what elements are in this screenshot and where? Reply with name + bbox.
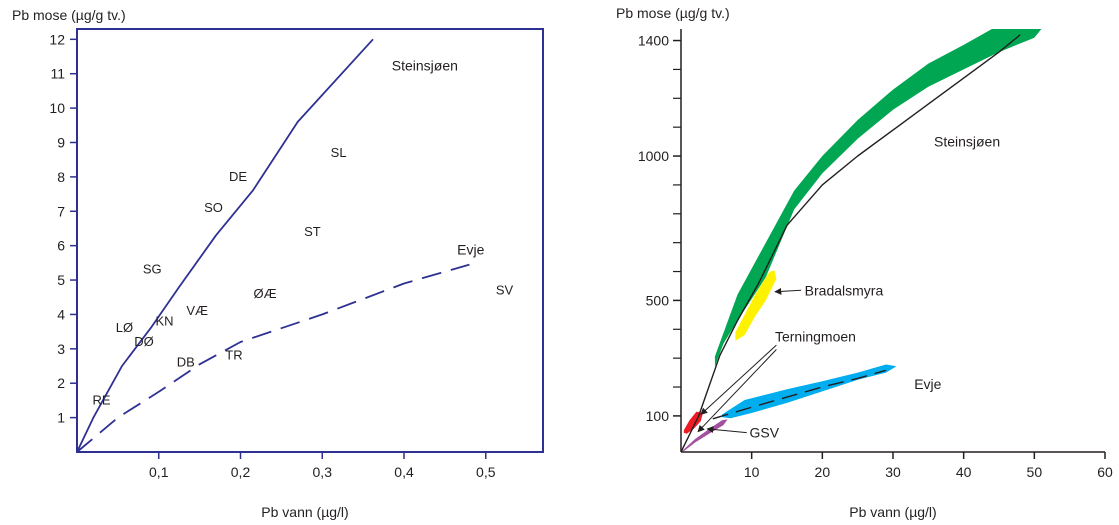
band-steinsjoen xyxy=(714,29,1042,367)
plot-area xyxy=(681,29,1042,452)
x-tick-label: 20 xyxy=(815,464,831,480)
x-tick-label: 0,2 xyxy=(231,464,251,480)
site-label-sg: SG xyxy=(143,262,162,277)
y-tick-label: 1 xyxy=(57,410,65,426)
y-tick-label: 3 xyxy=(57,341,65,357)
x-tick-label: 0,3 xyxy=(313,464,333,480)
area-label-evje: Evje xyxy=(914,376,941,392)
y-tick-label: 12 xyxy=(49,31,65,47)
series-line-steinsjoen xyxy=(681,34,1021,452)
site-label-kn: KN xyxy=(155,313,173,328)
y-tick-label: 11 xyxy=(50,66,65,82)
site-label-oae: ØÆ xyxy=(253,286,276,301)
x-tick-label: 30 xyxy=(885,464,901,480)
site-label-so: SO xyxy=(204,200,223,215)
site-label-lo: LØ xyxy=(116,320,133,335)
plot-frame xyxy=(76,28,544,453)
site-label-db: DB xyxy=(177,355,195,370)
series-line-steinsjoen xyxy=(76,38,374,453)
y-tick-label: 9 xyxy=(57,134,65,150)
x-axis-title: Pb vann (µg/l) xyxy=(849,504,936,520)
series-line-evje xyxy=(712,369,887,420)
x-tick-label: 10 xyxy=(744,464,760,480)
callout-arrow xyxy=(697,349,777,433)
y-axis-title: Pb mose (µg/g tv.) xyxy=(616,5,730,21)
site-label-re: RE xyxy=(92,392,110,407)
x-tick-label: 40 xyxy=(956,464,972,480)
y-tick-label: 4 xyxy=(57,306,65,322)
series-annotation-evje: Evje xyxy=(457,241,484,257)
callout-arrow xyxy=(706,426,747,434)
callout-arrow xyxy=(700,344,777,415)
site-label-st: ST xyxy=(304,224,321,239)
site-label-tr: TR xyxy=(225,348,242,363)
site-label-vae: VÆ xyxy=(186,303,208,318)
area-label-bradalsmyra: Bradalsmyra xyxy=(805,282,884,298)
y-tick-label: 500 xyxy=(646,292,670,308)
callout-arrow xyxy=(774,287,802,295)
y-tick-label: 1000 xyxy=(638,148,669,164)
right-chart-panel: 100 500 1000 1400 10 20 30 40 50 60 Steinsjøen Brad… xyxy=(616,5,1113,520)
x-tick-label: 0,4 xyxy=(394,464,414,480)
area-label-gsv: GSV xyxy=(750,425,780,441)
y-tick-label: 8 xyxy=(57,169,65,185)
y-tick-label: 10 xyxy=(49,100,65,116)
x-axis-title: Pb vann (µg/l) xyxy=(261,504,348,520)
band-terningmoen xyxy=(683,411,703,434)
x-tick-label: 0,1 xyxy=(149,464,169,480)
y-tick-label: 5 xyxy=(57,272,65,288)
band-bradalsmyra xyxy=(735,270,777,341)
y-tick-label: 100 xyxy=(646,408,670,424)
series-line-evje xyxy=(76,263,470,453)
site-label-sv: SV xyxy=(496,282,514,297)
series-annotation-steinsjoen: Steinsjøen xyxy=(392,57,458,73)
band-gsv xyxy=(681,419,728,452)
y-tick-label: 7 xyxy=(57,203,65,219)
site-label-do: DØ xyxy=(134,334,154,349)
y-axis-title: Pb mose (µg/g tv.) xyxy=(12,7,126,23)
x-tick-label: 0,5 xyxy=(476,464,496,480)
x-tick-label: 50 xyxy=(1027,464,1043,480)
site-label-sl: SL xyxy=(331,145,347,160)
site-label-de: DE xyxy=(229,169,247,184)
y-tick-label: 1400 xyxy=(638,33,669,49)
area-label-steinsjoen: Steinsjøen xyxy=(934,134,1000,150)
y-tick-label: 6 xyxy=(57,238,65,254)
x-tick-label: 60 xyxy=(1097,464,1113,480)
y-tick-label: 2 xyxy=(57,375,65,391)
area-label-terningmoen: Terningmoen xyxy=(775,329,856,345)
